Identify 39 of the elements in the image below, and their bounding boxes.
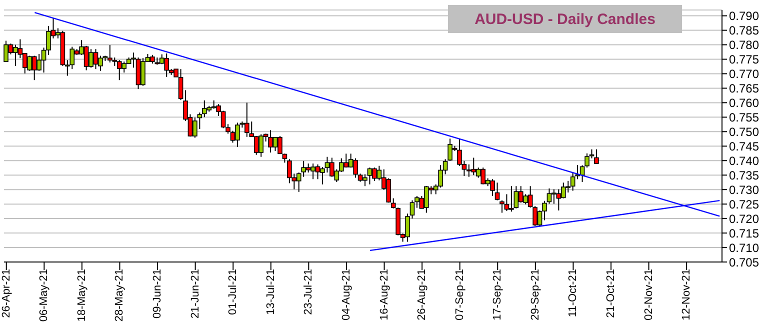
x-tick-label: 11-Oct-21 bbox=[567, 269, 580, 318]
y-tick-label: 0.780 bbox=[729, 38, 760, 52]
x-tick-label: 29-Sep-21 bbox=[529, 269, 542, 320]
y-tick-label: 0.760 bbox=[729, 96, 760, 110]
y-tick-label: 0.720 bbox=[729, 212, 760, 226]
y-tick-label: 0.785 bbox=[729, 24, 760, 38]
x-tick-label: 21-Jun-21 bbox=[189, 269, 202, 319]
y-tick-label: 0.755 bbox=[729, 110, 760, 124]
y-tick-label: 0.740 bbox=[729, 154, 760, 168]
y-tick-label: 0.705 bbox=[729, 255, 760, 270]
x-tick-label: 26-Apr-21 bbox=[0, 269, 12, 318]
y-tick-label: 0.750 bbox=[729, 124, 760, 139]
y-tick-label: 0.790 bbox=[729, 9, 760, 24]
x-tick-label: 16-Aug-21 bbox=[378, 269, 390, 320]
x-tick-label: 21-Oct-21 bbox=[604, 269, 617, 318]
y-tick-label: 0.775 bbox=[729, 52, 760, 66]
x-tick-label: 12-Nov-21 bbox=[680, 269, 693, 320]
x-tick-label: 09-Jun-21 bbox=[152, 269, 164, 319]
y-tick-label: 0.715 bbox=[729, 226, 760, 240]
x-tick-label: 17-Sep-21 bbox=[492, 269, 504, 320]
y-tick-label: 0.745 bbox=[729, 139, 760, 154]
x-tick-label: 23-Jul-21 bbox=[302, 269, 315, 315]
candlestick bbox=[594, 148, 599, 164]
x-tick-label: 06-May-21 bbox=[38, 269, 50, 322]
x-tick-label: 28-May-21 bbox=[114, 269, 126, 322]
candlestick bbox=[494, 182, 500, 201]
x-tick-label: 13-Jul-21 bbox=[264, 269, 277, 315]
x-tick-label: 07-Sep-21 bbox=[454, 269, 466, 320]
x-tick-label: 04-Aug-21 bbox=[340, 269, 352, 320]
y-tick-label: 0.765 bbox=[729, 81, 760, 96]
y-tick-label: 0.730 bbox=[729, 182, 760, 197]
y-tick-label: 0.725 bbox=[729, 197, 760, 212]
x-tick-label: 01-Jul-21 bbox=[227, 269, 240, 315]
x-tick-label: 02-Nov-21 bbox=[642, 269, 655, 320]
y-tick-label: 0.710 bbox=[729, 240, 760, 255]
y-tick-label: 0.770 bbox=[729, 66, 760, 81]
y-tick-label: 0.735 bbox=[729, 168, 760, 182]
x-tick-label: 26-Aug-21 bbox=[416, 269, 428, 320]
x-tick-label: 18-May-21 bbox=[76, 269, 88, 322]
